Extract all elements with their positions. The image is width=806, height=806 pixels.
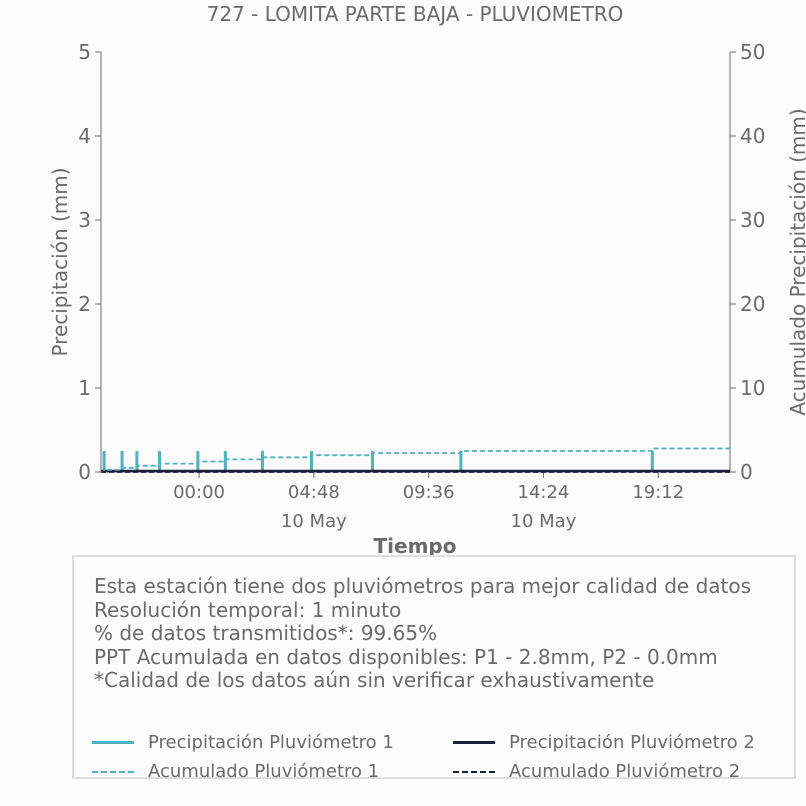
y2-tick-label: 20 [740,292,765,316]
y2-tick-label: 40 [740,124,765,148]
x-tick-label: 19:12 [632,482,684,503]
precip-bar [102,451,106,472]
legend-swatch [453,741,495,744]
precip-bar [120,451,124,472]
y2-axis-label: Acumulado Precipitación (mm) [786,108,806,415]
info-line: PPT Acumulada en datos disponibles: P1 -… [94,644,718,669]
legend-label: Precipitación Pluviómetro 1 [148,732,394,753]
precip-bar [158,451,162,472]
x-tick-label: 09:36 [403,482,455,503]
y-tick-label: 4 [78,124,91,148]
info-line: Resolución temporal: 1 minuto [94,597,402,622]
x-tick-label: 14:24 [518,482,570,503]
rainfall-chart: 727 - LOMITA PARTE BAJA - PLUVIOMETRO 0 1… [48,2,806,558]
legend-label: Acumulado Pluviómetro 2 [509,761,741,782]
legend-swatch [92,770,134,773]
info-panel: Esta estación tiene dos pluviómetros par… [72,555,796,782]
x-tick-date-label: 10 May [281,511,347,532]
legend-label: Precipitación Pluviómetro 2 [509,732,755,753]
x-axis-label: Tiempo [374,534,457,558]
x-tick-label: 00:00 [173,482,225,503]
y2-tick-label: 30 [740,208,765,232]
cumulative-line-p1 [101,447,730,473]
precip-bar [650,451,654,472]
precip-bar [309,451,313,472]
legend-item: Precipitación Pluviómetro 2 [453,732,755,753]
precip-bar [459,451,463,472]
info-line: *Calidad de los datos aún sin verificar … [94,668,655,692]
precip-bar [260,451,264,472]
info-text: Esta estación tiene dos pluviómetros par… [94,574,752,693]
legend-swatch [453,770,495,773]
y-tick-label: 1 [78,376,91,400]
legend-item: Precipitación Pluviómetro 1 [92,732,394,753]
legend-label: Acumulado Pluviómetro 1 [148,761,380,782]
y-tick-label: 3 [78,208,91,232]
y-tick-label: 2 [78,292,91,316]
precip-bar [370,451,374,472]
x-tick-date-label: 10 May [511,511,577,532]
legend-item: Acumulado Pluviómetro 1 [92,761,379,782]
y2-tick-label: 50 [740,40,765,64]
y2-tick-label: 0 [740,460,753,484]
info-line: Esta estación tiene dos pluviómetros par… [94,574,752,598]
chart-marks [101,447,730,473]
y-axis-label: Precipitación (mm) [48,167,72,356]
precip-bar [223,451,227,472]
precip-bar [135,451,139,472]
legend-swatch [92,741,134,744]
legend-item: Acumulado Pluviómetro 2 [453,761,740,782]
chart-title: 727 - LOMITA PARTE BAJA - PLUVIOMETRO [207,2,624,26]
info-line: % de datos transmitidos*: 99.65% [94,621,438,645]
y2-tick-label: 10 [740,376,765,400]
x-tick-label: 04:48 [288,482,340,503]
y-tick-label: 0 [78,460,91,484]
y-tick-label: 5 [78,40,91,64]
